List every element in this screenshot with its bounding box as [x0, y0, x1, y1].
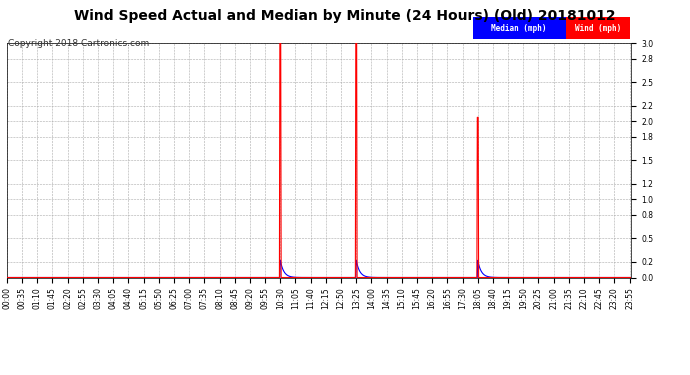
- Text: Median (mph): Median (mph): [491, 24, 547, 33]
- Text: Copyright 2018 Cartronics.com: Copyright 2018 Cartronics.com: [8, 39, 150, 48]
- Text: Wind (mph): Wind (mph): [575, 24, 621, 33]
- Text: Wind Speed Actual and Median by Minute (24 Hours) (Old) 20181012: Wind Speed Actual and Median by Minute (…: [75, 9, 615, 23]
